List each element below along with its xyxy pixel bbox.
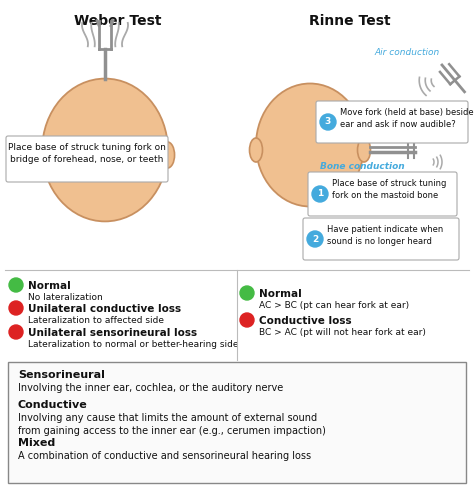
- Ellipse shape: [357, 138, 371, 162]
- Ellipse shape: [42, 79, 168, 222]
- Text: Normal: Normal: [28, 281, 71, 291]
- Circle shape: [9, 325, 23, 339]
- Text: Conductive loss: Conductive loss: [259, 316, 352, 326]
- Text: Involving any cause that limits the amount of external sound
from gaining access: Involving any cause that limits the amou…: [18, 413, 326, 436]
- Text: Involving the inner ear, cochlea, or the auditory nerve: Involving the inner ear, cochlea, or the…: [18, 383, 283, 393]
- FancyBboxPatch shape: [6, 136, 168, 182]
- Text: 3: 3: [325, 118, 331, 126]
- FancyBboxPatch shape: [303, 218, 459, 260]
- Text: Mixed: Mixed: [18, 438, 55, 448]
- Circle shape: [9, 301, 23, 315]
- Ellipse shape: [161, 142, 174, 168]
- Text: Move fork (held at base) beside
ear and ask if now audible?: Move fork (held at base) beside ear and …: [340, 108, 474, 129]
- Text: 2: 2: [312, 235, 318, 243]
- Text: Weber Test: Weber Test: [74, 14, 162, 28]
- Circle shape: [320, 114, 336, 130]
- Text: Lateralization to affected side: Lateralization to affected side: [28, 316, 164, 325]
- Text: Lateralization to normal or better-hearing side: Lateralization to normal or better-heari…: [28, 340, 238, 349]
- Text: 1: 1: [317, 190, 323, 198]
- Text: AC > BC (pt can hear fork at ear): AC > BC (pt can hear fork at ear): [259, 301, 409, 310]
- Text: A combination of conductive and sensorineural hearing loss: A combination of conductive and sensorin…: [18, 451, 311, 461]
- Text: Unilateral sensorineural loss: Unilateral sensorineural loss: [28, 328, 197, 338]
- Text: No lateralization: No lateralization: [28, 293, 103, 302]
- Ellipse shape: [36, 142, 49, 168]
- Ellipse shape: [249, 138, 263, 162]
- Text: Conductive: Conductive: [18, 400, 88, 410]
- Circle shape: [9, 278, 23, 292]
- Ellipse shape: [256, 84, 364, 207]
- Text: Air conduction: Air conduction: [375, 48, 440, 57]
- Text: Sensorineural: Sensorineural: [18, 370, 105, 380]
- Circle shape: [307, 231, 323, 247]
- Text: Normal: Normal: [259, 289, 302, 299]
- Text: Place base of struck tuning
fork on the mastoid bone: Place base of struck tuning fork on the …: [332, 179, 447, 200]
- Text: Bone conduction: Bone conduction: [320, 162, 405, 171]
- Text: BC > AC (pt will not hear fork at ear): BC > AC (pt will not hear fork at ear): [259, 328, 426, 337]
- Circle shape: [312, 186, 328, 202]
- FancyBboxPatch shape: [316, 101, 468, 143]
- Circle shape: [240, 286, 254, 300]
- Circle shape: [240, 313, 254, 327]
- Text: Rinne Test: Rinne Test: [309, 14, 391, 28]
- Text: Unilateral conductive loss: Unilateral conductive loss: [28, 304, 181, 314]
- Text: Place base of struck tuning fork on
bridge of forehead, nose, or teeth: Place base of struck tuning fork on brid…: [8, 143, 166, 164]
- Text: Have patient indicate when
sound is no longer heard: Have patient indicate when sound is no l…: [327, 225, 443, 246]
- FancyBboxPatch shape: [8, 362, 466, 483]
- FancyBboxPatch shape: [308, 172, 457, 216]
